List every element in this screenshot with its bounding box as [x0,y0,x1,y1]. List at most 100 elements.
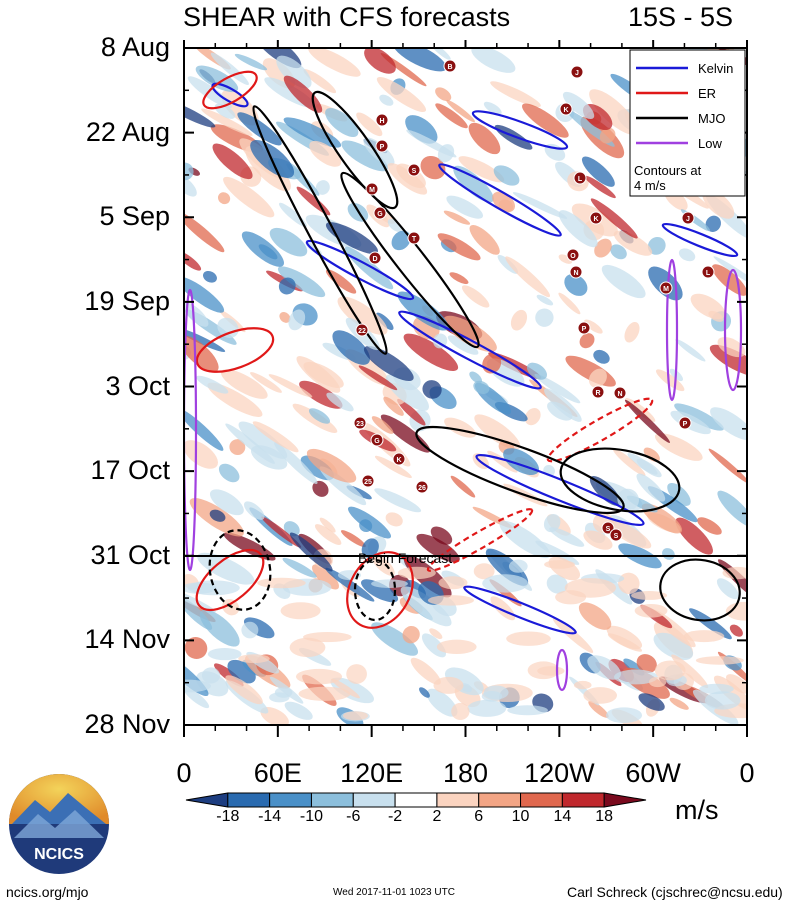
shear-cell [710,407,747,441]
shear-cell [705,215,721,232]
y-tick-label: 14 Nov [84,624,170,655]
x-tick-label: 60W [625,758,681,788]
shear-cell [649,676,667,688]
storm-marker-circle [361,474,375,488]
shear-cell [201,108,253,136]
shear-cell [397,291,449,331]
storm-marker-circle [392,452,406,466]
shear-cell [397,566,436,580]
shear-cell [578,602,612,630]
contour-mjo [559,447,681,513]
shear-cell [199,609,240,647]
storm-marker-circle [613,386,627,400]
shear-cell [435,103,468,129]
shear-cell [450,475,476,498]
storm-marker-label: B [447,64,452,71]
shear-cell [250,445,288,470]
shear-cell [483,101,502,115]
legend-label: Kelvin [698,61,733,76]
shear-cell [400,586,452,627]
shear-cell [610,244,627,260]
shear-cell [276,55,312,89]
storm-marker-label: 23 [356,421,364,428]
shear-cell [430,526,453,545]
storm-marker-circle [407,163,421,177]
shear-cell [490,81,541,108]
shear-cell [544,560,575,569]
storm-marker: G [373,206,387,220]
shear-cell [261,516,302,548]
legend-label: MJO [698,111,725,126]
shear-cell [379,94,394,106]
shear-cell [234,53,268,71]
storm-marker-label: P [380,144,385,151]
storm-marker-label: P [582,326,587,333]
contour-kelvin [463,585,577,635]
contour-low [723,268,743,392]
shear-cell [225,675,263,705]
storm-marker-circle [373,206,387,220]
storm-marker-label: S [606,526,611,533]
contour-low [665,258,679,402]
storm-marker-circle [570,65,584,79]
shear-cell [526,362,547,380]
shear-cell [427,595,475,606]
shear-cell [444,667,484,696]
shear-cell [311,564,339,590]
shear-cell [638,693,665,711]
colorbar-tick-label: 10 [511,808,530,825]
storm-marker-circle [559,102,573,116]
legend-label: Low [698,136,722,151]
shear-cell [202,270,217,283]
shear-cell [449,272,469,285]
storm-marker-circle [370,433,384,447]
shear-cell [708,448,747,484]
shear-cell [325,222,379,254]
shear-cell [589,89,638,135]
shear-cell [590,198,638,239]
shear-cell [558,210,598,248]
shear-cell [506,631,551,646]
contour-kelvin [211,82,249,108]
shear-cell [430,48,451,60]
shear-cell [624,399,671,443]
storm-marker-label: M [663,286,669,293]
shear-cell [326,392,354,412]
storm-marker: H [375,113,389,127]
contour-mjo [340,171,480,349]
storm-marker-label: N [617,391,622,398]
shear-cell [535,308,554,327]
storm-marker: G [370,433,384,447]
shear-cell [625,398,656,422]
colorbar [185,792,647,808]
shear-cell [587,655,621,680]
shear-cell [223,176,275,218]
colorbar-cell [478,792,522,808]
shear-cell [636,458,662,478]
storm-marker-circle [589,211,603,225]
shear-cell [573,680,592,690]
storm-marker: B [443,59,457,73]
colorbar-tick-label: -10 [299,808,324,825]
shear-cell [674,403,724,431]
shear-cell [695,656,744,665]
chart-region: 15S - 5S [628,2,734,32]
y-tick-label: 3 Oct [105,370,170,401]
shear-cell [429,628,443,640]
colorbar-cell [310,792,354,808]
storm-marker: K [392,452,406,466]
legend-note-2: 4 m/s [634,178,666,193]
storm-marker-circle [407,231,421,245]
shear-cell [309,140,342,167]
shear-cell [725,601,747,621]
shear-cell [581,156,615,187]
storm-marker: 25 [361,474,375,488]
footer-url[interactable]: ncics.org/mjo [6,884,89,900]
shear-cell [277,266,326,298]
shear-cell [380,414,431,453]
storm-marker-label: O [570,253,576,260]
shear-cell [184,98,216,128]
shear-cell [636,473,666,502]
shear-cell [704,691,741,710]
